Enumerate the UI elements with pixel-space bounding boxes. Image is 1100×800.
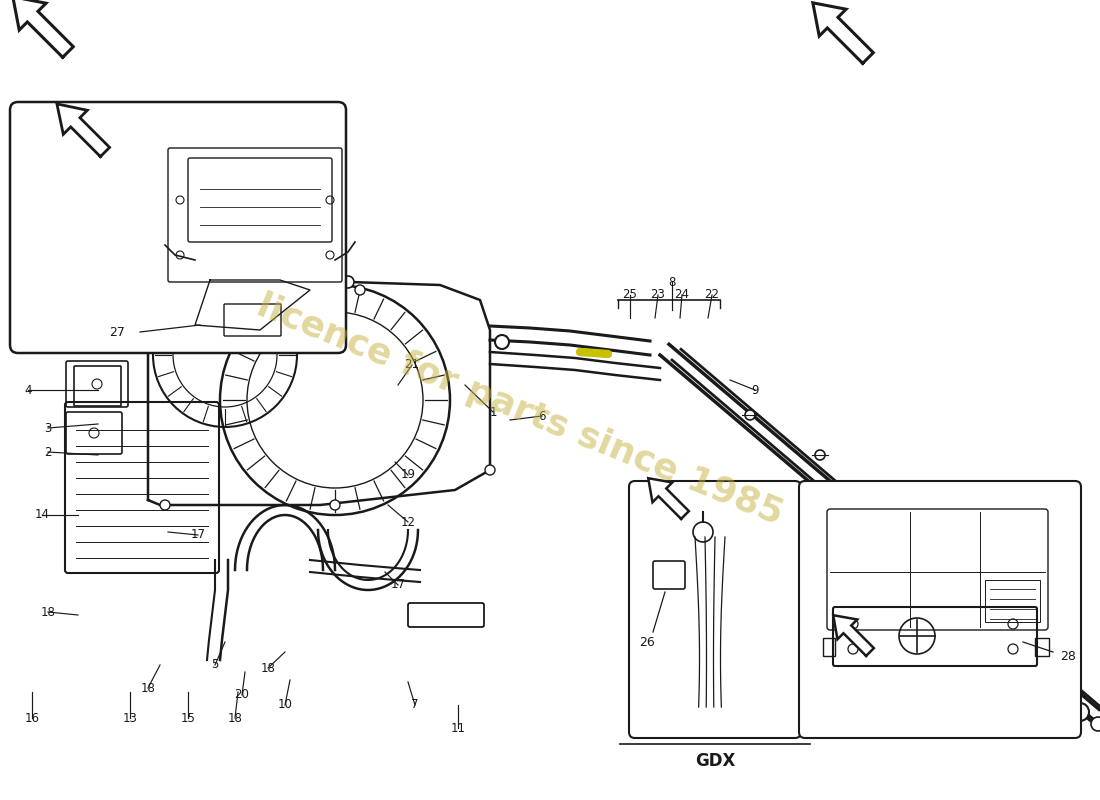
Text: 25: 25 <box>623 289 637 302</box>
Polygon shape <box>813 3 873 63</box>
Text: 13: 13 <box>122 711 138 725</box>
Text: 1: 1 <box>490 406 497 418</box>
Polygon shape <box>13 0 74 58</box>
Text: 18: 18 <box>141 682 155 694</box>
Text: 27: 27 <box>108 329 122 342</box>
Text: 8: 8 <box>669 275 675 289</box>
Text: 12: 12 <box>400 515 416 529</box>
Circle shape <box>355 285 365 295</box>
Circle shape <box>342 276 354 288</box>
Circle shape <box>495 335 509 349</box>
Text: 4: 4 <box>24 383 32 397</box>
Text: 7: 7 <box>411 698 419 711</box>
Text: 10: 10 <box>277 698 293 711</box>
Text: 26: 26 <box>639 635 654 649</box>
Text: 18: 18 <box>261 662 275 674</box>
Text: 23: 23 <box>650 289 666 302</box>
Text: 19: 19 <box>400 469 416 482</box>
Text: 28: 28 <box>1060 650 1076 662</box>
Polygon shape <box>57 104 110 157</box>
Text: 14: 14 <box>34 509 50 522</box>
Text: 18: 18 <box>41 606 55 618</box>
Circle shape <box>160 500 170 510</box>
Circle shape <box>874 490 886 500</box>
Text: 24: 24 <box>674 289 690 302</box>
FancyBboxPatch shape <box>10 102 346 353</box>
Circle shape <box>330 500 340 510</box>
FancyBboxPatch shape <box>629 481 801 738</box>
Text: 5: 5 <box>211 658 219 671</box>
Text: 17: 17 <box>390 578 406 591</box>
Text: 11: 11 <box>451 722 465 734</box>
Polygon shape <box>833 615 873 656</box>
Text: 3: 3 <box>44 422 52 434</box>
Text: 16: 16 <box>24 711 40 725</box>
Text: 18: 18 <box>228 711 242 725</box>
Text: 22: 22 <box>704 289 719 302</box>
FancyBboxPatch shape <box>799 481 1081 738</box>
Text: 15: 15 <box>180 711 196 725</box>
Circle shape <box>1071 703 1089 721</box>
Text: 28: 28 <box>1035 631 1049 645</box>
Text: 9: 9 <box>751 383 759 397</box>
Circle shape <box>815 450 825 460</box>
Text: 17: 17 <box>190 529 206 542</box>
Circle shape <box>485 465 495 475</box>
Text: 20: 20 <box>234 689 250 702</box>
Text: licence for parts since 1985: licence for parts since 1985 <box>252 289 788 531</box>
Text: 26: 26 <box>646 631 660 645</box>
Circle shape <box>745 410 755 420</box>
Text: GDX: GDX <box>695 752 735 770</box>
Circle shape <box>1091 717 1100 731</box>
Polygon shape <box>648 478 689 519</box>
Text: 6: 6 <box>538 410 546 422</box>
Text: 2: 2 <box>44 446 52 458</box>
Text: 21: 21 <box>405 358 419 371</box>
Text: 27: 27 <box>109 326 125 338</box>
